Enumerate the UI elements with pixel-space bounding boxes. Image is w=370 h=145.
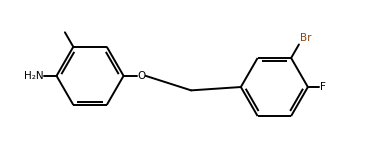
Text: F: F (320, 82, 326, 92)
Text: O: O (137, 71, 145, 81)
Text: Br: Br (300, 33, 312, 43)
Text: H₂N: H₂N (24, 71, 43, 81)
